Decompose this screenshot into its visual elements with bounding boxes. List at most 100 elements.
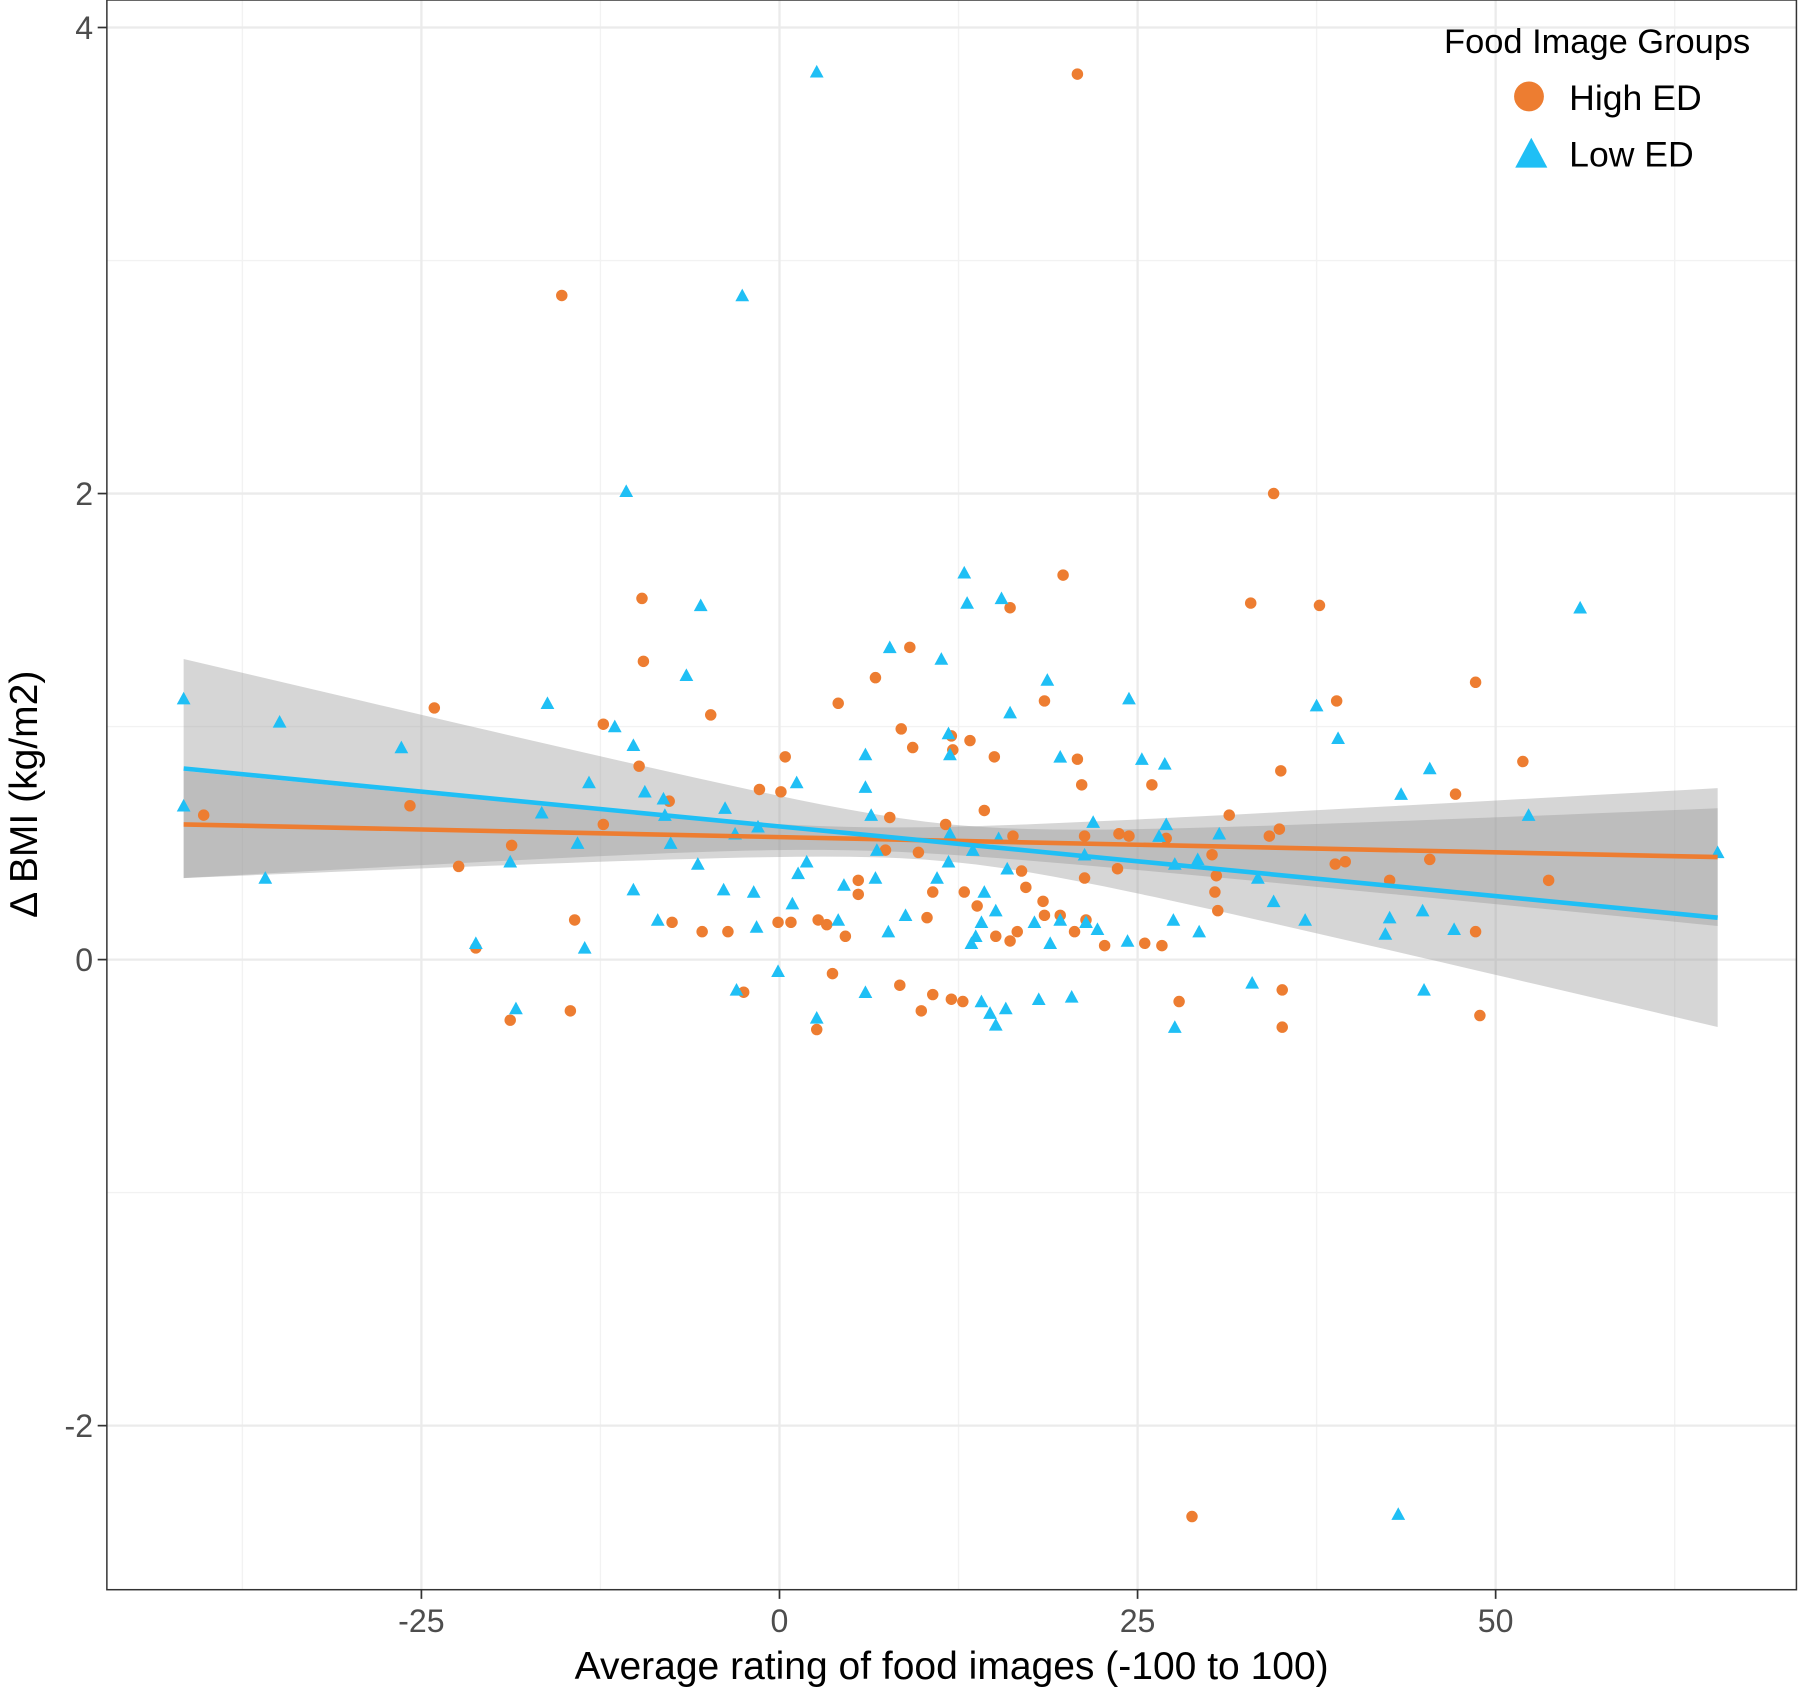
- x-tick-label: 0: [771, 1603, 789, 1639]
- data-point-high-ed: [428, 702, 441, 714]
- data-point-low-ed: [789, 775, 804, 789]
- data-point-low-ed: [1122, 691, 1136, 705]
- data-point-low-ed: [869, 843, 884, 856]
- data-point-high-ed: [1020, 881, 1032, 894]
- data-point-low-ed: [964, 936, 979, 950]
- data-point-low-ed: [637, 784, 652, 798]
- data-point-low-ed: [607, 719, 622, 733]
- data-point-high-ed: [1206, 848, 1218, 861]
- data-point-low-ed: [746, 885, 761, 898]
- data-point-high-ed: [812, 914, 824, 926]
- data-point-low-ed: [771, 964, 785, 977]
- data-point-low-ed: [941, 726, 956, 740]
- data-point-high-ed: [1146, 779, 1158, 791]
- data-point-low-ed: [1040, 673, 1055, 686]
- data-point-low-ed: [1167, 1020, 1182, 1033]
- data-point-high-ed: [810, 1023, 823, 1036]
- data-point-low-ed: [1331, 731, 1345, 744]
- data-point-low-ed: [1043, 936, 1058, 950]
- data-point-low-ed: [831, 913, 846, 926]
- data-point-high-ed: [1007, 830, 1019, 842]
- legend-low-ed-label: Low ED: [1569, 134, 1694, 174]
- data-point-high-ed: [957, 995, 969, 1008]
- data-point-low-ed: [994, 591, 1009, 605]
- data-point-high-ed: [1113, 828, 1125, 840]
- data-point-high-ed: [772, 916, 784, 929]
- data-point-low-ed: [729, 983, 744, 996]
- data-point-low-ed: [626, 882, 641, 896]
- data-point-high-ed: [564, 1005, 577, 1017]
- legend: Food Image Groups High ED Low ED: [1444, 23, 1750, 175]
- y-tick-label: 0: [75, 942, 93, 978]
- data-point-low-ed: [998, 1001, 1013, 1015]
- data-point-high-ed: [1212, 904, 1224, 917]
- data-point-high-ed: [1276, 1021, 1288, 1033]
- data-point-low-ed: [540, 696, 555, 710]
- data-point-high-ed: [821, 918, 833, 931]
- data-point-low-ed: [394, 740, 409, 754]
- data-point-low-ed: [1190, 852, 1205, 866]
- data-point-low-ed: [965, 843, 980, 856]
- data-point-low-ed: [1309, 698, 1324, 712]
- data-point-low-ed: [960, 596, 975, 609]
- data-point-high-ed: [906, 741, 919, 754]
- data-point-high-ed: [945, 993, 958, 1005]
- data-point-low-ed: [1298, 913, 1313, 926]
- data-point-high-ed: [895, 723, 907, 735]
- data-point-high-ed: [597, 818, 610, 831]
- data-point-low-ed: [1382, 910, 1397, 924]
- data-point-low-ed: [1447, 922, 1461, 936]
- data-point-low-ed: [974, 915, 989, 929]
- data-point-low-ed: [930, 871, 944, 884]
- data-point-high-ed: [958, 886, 970, 898]
- data-point-high-ed: [1075, 779, 1088, 791]
- data-point-high-ed: [452, 860, 465, 873]
- data-point-high-ed: [1038, 695, 1051, 707]
- data-point-low-ed: [974, 994, 989, 1008]
- data-point-high-ed: [1424, 853, 1436, 866]
- data-point-low-ed: [582, 775, 596, 789]
- data-point-low-ed: [1245, 976, 1260, 989]
- data-point-low-ed: [882, 640, 897, 654]
- data-point-high-ed: [990, 930, 1002, 943]
- data-point-high-ed: [1339, 855, 1351, 868]
- data-point-low-ed: [570, 836, 585, 849]
- data-point-low-ed: [1417, 983, 1431, 996]
- data-point-high-ed: [1469, 925, 1482, 938]
- data-point-low-ed: [176, 691, 191, 705]
- data-point-low-ed: [679, 668, 694, 682]
- data-point-high-ed: [1057, 569, 1069, 581]
- data-point-high-ed: [1542, 874, 1555, 887]
- data-point-low-ed: [650, 913, 665, 926]
- y-tick-label: 4: [75, 10, 93, 46]
- data-point-low-ed: [619, 484, 634, 497]
- data-point-high-ed: [1173, 995, 1185, 1008]
- data-point-low-ed: [1391, 1507, 1406, 1520]
- fit-lines: [183, 766, 1718, 920]
- data-point-high-ed: [597, 718, 610, 730]
- fit-line-low-ed: [183, 766, 1718, 920]
- data-point-low-ed: [272, 715, 287, 728]
- data-point-low-ed: [1090, 922, 1105, 936]
- data-point-low-ed: [809, 1010, 824, 1024]
- data-point-low-ed: [1378, 927, 1393, 940]
- y-tick-label: -2: [65, 1408, 94, 1444]
- data-point-low-ed: [690, 857, 705, 870]
- data-point-high-ed: [1138, 937, 1151, 950]
- confidence-band-high-ed: [183, 770, 1718, 926]
- data-point-low-ed: [837, 878, 851, 891]
- data-point-high-ed: [505, 839, 518, 852]
- data-point-high-ed: [1210, 869, 1223, 882]
- data-point-high-ed: [832, 697, 844, 710]
- data-point-high-ed: [839, 930, 852, 943]
- data-point-low-ed: [1212, 826, 1227, 840]
- data-point-low-ed: [785, 896, 800, 910]
- data-point-high-ed: [1449, 788, 1462, 800]
- data-point-low-ed: [881, 924, 896, 938]
- data-point-high-ed: [921, 911, 933, 924]
- data-point-high-ed: [869, 671, 882, 684]
- data-point-high-ed: [927, 886, 939, 898]
- data-point-low-ed: [1053, 749, 1068, 763]
- data-point-high-ed: [1038, 909, 1051, 922]
